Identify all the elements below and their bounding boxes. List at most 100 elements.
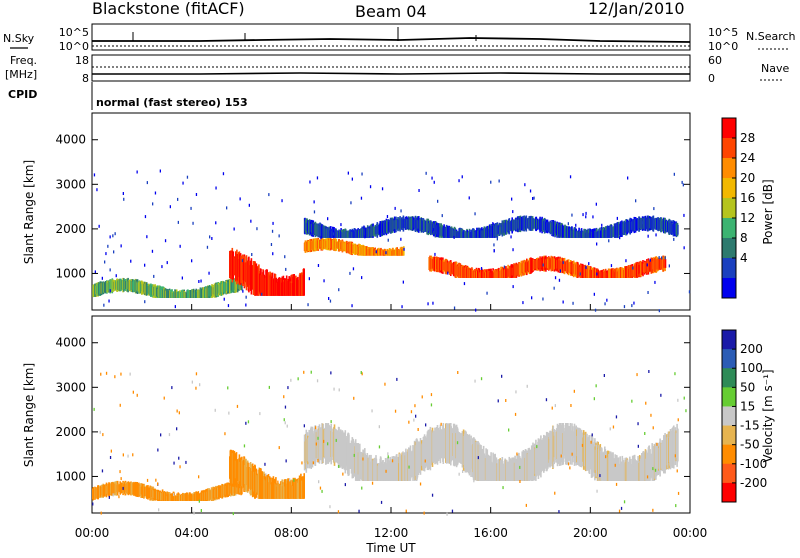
data-cell bbox=[104, 260, 106, 264]
freq-right-tick: 60 bbox=[708, 54, 722, 67]
data-cell bbox=[554, 276, 557, 280]
data-cell bbox=[654, 468, 657, 472]
colorbar-swatch bbox=[722, 425, 736, 446]
nsky-right-tick: 10^0 bbox=[708, 40, 738, 53]
data-cell bbox=[178, 456, 180, 460]
velocity-y-axis: 1000 2000 3000 4000 bbox=[55, 336, 690, 483]
data-cell bbox=[433, 180, 435, 184]
data-cell bbox=[631, 304, 633, 308]
freq-left-tick: 18 bbox=[75, 54, 89, 67]
data-cell bbox=[321, 489, 323, 493]
data-cell bbox=[281, 199, 283, 203]
data-cell bbox=[120, 477, 122, 481]
data-cell bbox=[200, 279, 202, 283]
data-cell bbox=[136, 170, 138, 174]
data-cell bbox=[323, 279, 325, 283]
colorbar-swatch bbox=[722, 406, 736, 427]
data-cell bbox=[109, 235, 111, 239]
data-cell bbox=[519, 480, 521, 483]
data-cell bbox=[123, 197, 125, 201]
data-cell bbox=[112, 493, 114, 497]
data-cell bbox=[344, 483, 346, 487]
x-tick-label: 00:00 bbox=[75, 526, 110, 540]
data-cell bbox=[401, 305, 403, 309]
data-cell bbox=[119, 470, 121, 474]
data-cell bbox=[171, 386, 173, 390]
data-cell bbox=[152, 202, 154, 206]
data-cell bbox=[408, 465, 410, 469]
data-cell bbox=[572, 301, 574, 305]
data-cell bbox=[648, 477, 650, 480]
data-cell bbox=[408, 420, 410, 424]
data-cell bbox=[360, 196, 363, 200]
data-cell bbox=[182, 181, 184, 185]
data-cell bbox=[155, 478, 157, 482]
data-cell bbox=[677, 491, 680, 495]
data-cell bbox=[315, 442, 317, 446]
data-cell bbox=[122, 192, 124, 195]
cpid-label: CPID bbox=[8, 88, 37, 101]
data-cell bbox=[458, 472, 460, 476]
data-cell bbox=[108, 495, 110, 499]
data-cell bbox=[427, 302, 429, 306]
data-cell bbox=[424, 459, 426, 463]
data-cell bbox=[431, 493, 434, 497]
power-y-axis-label: Slant Range [km] bbox=[22, 160, 36, 264]
data-cell bbox=[463, 282, 466, 286]
data-cell bbox=[163, 396, 165, 400]
data-cell bbox=[516, 452, 518, 456]
x-tick-label: 00:00 bbox=[673, 526, 708, 540]
data-cell bbox=[118, 495, 120, 499]
data-cell bbox=[492, 222, 494, 226]
data-cell bbox=[498, 179, 500, 183]
data-cell bbox=[261, 292, 263, 296]
data-cell bbox=[673, 237, 675, 241]
data-cell bbox=[272, 221, 274, 225]
data-cell bbox=[434, 252, 436, 256]
colorbar-swatch bbox=[722, 178, 736, 199]
data-cell bbox=[582, 213, 584, 217]
data-cell bbox=[284, 421, 286, 425]
nsky-panel: N.Sky 10^5 10^0 10^5 10^0 N.Search bbox=[3, 23, 796, 53]
data-cell bbox=[603, 374, 605, 377]
data-cell bbox=[320, 236, 322, 240]
data-cell bbox=[532, 197, 534, 200]
data-cell bbox=[652, 426, 654, 430]
data-cell bbox=[132, 453, 134, 457]
data-cell bbox=[119, 403, 121, 407]
data-cell bbox=[591, 433, 593, 437]
data-cell bbox=[660, 393, 662, 397]
data-cell bbox=[396, 377, 398, 381]
data-cell bbox=[338, 465, 340, 468]
data-cell bbox=[647, 291, 649, 294]
data-cell bbox=[593, 397, 595, 401]
data-cell bbox=[191, 380, 193, 384]
data-cell bbox=[604, 302, 606, 306]
nsky-label: N.Sky bbox=[3, 32, 35, 45]
data-cell bbox=[132, 390, 134, 394]
x-tick-label: 16:00 bbox=[473, 526, 508, 540]
data-cell bbox=[510, 235, 512, 239]
data-cell bbox=[501, 374, 503, 378]
data-cell bbox=[384, 382, 386, 386]
data-cell bbox=[310, 370, 312, 374]
data-cell bbox=[658, 256, 660, 260]
data-cell bbox=[446, 512, 448, 516]
data-cell bbox=[98, 224, 100, 228]
data-cell bbox=[96, 188, 98, 192]
data-cell bbox=[403, 246, 405, 256]
data-cell bbox=[190, 206, 192, 210]
colorbar-tick-label: -100 bbox=[740, 457, 767, 471]
data-cell bbox=[333, 387, 335, 391]
power-colorbar: 28 24 20 16 12 8 4 bbox=[721, 117, 755, 299]
data-cell bbox=[332, 232, 334, 236]
data-cell bbox=[303, 268, 305, 296]
y-tick-label: 3000 bbox=[55, 380, 86, 394]
data-cell bbox=[158, 508, 160, 512]
power-frame bbox=[91, 112, 691, 311]
data-cell bbox=[664, 259, 667, 268]
data-cell bbox=[301, 461, 303, 465]
data-cell bbox=[474, 379, 476, 383]
data-cell bbox=[560, 454, 562, 458]
data-cell bbox=[461, 175, 463, 179]
